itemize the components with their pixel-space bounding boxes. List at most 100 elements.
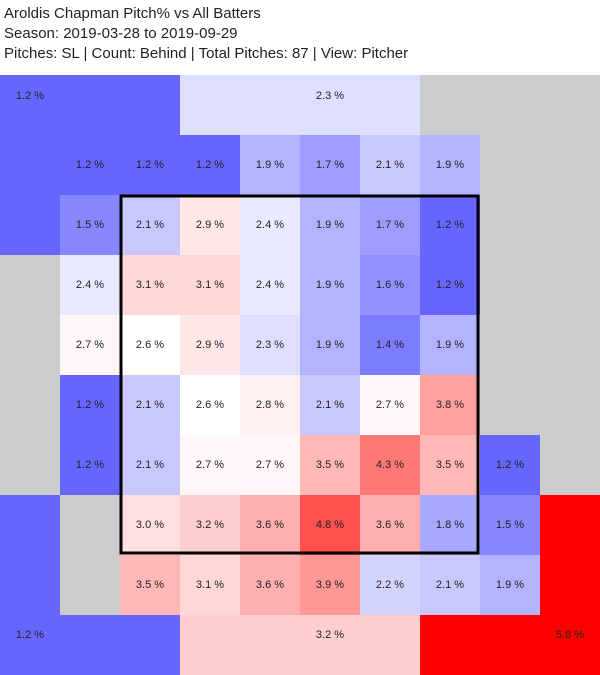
heatmap-cell: [420, 255, 480, 315]
heatmap-cell: [420, 375, 480, 435]
heatmap-cell-label: 2.1 %: [316, 399, 344, 411]
heatmap-cell-label: 2.9 %: [196, 219, 224, 231]
heatmap-cell-label: 2.1 %: [136, 219, 164, 231]
heatmap-cell-label: 3.5 %: [436, 459, 464, 471]
outer-region-top: [180, 75, 420, 135]
heatmap-cell-label: 2.7 %: [376, 399, 404, 411]
heatmap-cell: [240, 555, 300, 615]
heatmap-cell: [180, 555, 240, 615]
heatmap-cell: [420, 195, 480, 255]
heatmap-cell: [240, 315, 300, 375]
heatmap-cell-label: 2.8 %: [256, 399, 284, 411]
outer-region-label-top: 2.3 %: [316, 90, 344, 102]
heatmap-cell-label: 1.2 %: [436, 219, 464, 231]
heatmap-cell: [180, 315, 240, 375]
heatmap-cell-label: 2.7 %: [76, 339, 104, 351]
heatmap-cell: [180, 495, 240, 555]
heatmap-cell: [480, 555, 540, 615]
heatmap-cell: [420, 315, 480, 375]
heatmap-cell-label: 1.7 %: [376, 219, 404, 231]
heatmap-cell-label: 2.1 %: [376, 159, 404, 171]
heatmap-cell-label: 1.5 %: [496, 519, 524, 531]
heatmap-cell-label: 2.7 %: [196, 459, 224, 471]
heatmap-cell-label: 3.2 %: [196, 519, 224, 531]
heatmap-cell-label: 2.1 %: [436, 579, 464, 591]
heatmap-cell-label: 1.9 %: [436, 339, 464, 351]
heatmap-cell: [180, 435, 240, 495]
heatmap-cell: [300, 195, 360, 255]
outer-region-label-bottom-left: 1.2 %: [16, 629, 44, 641]
heatmap-cell-label: 2.6 %: [196, 399, 224, 411]
heatmap-cell-label: 3.6 %: [256, 579, 284, 591]
heatmap-cell-label: 1.2 %: [436, 279, 464, 291]
heatmap-cell: [60, 375, 120, 435]
heatmap-cell-label: 1.2 %: [496, 459, 524, 471]
heatmap-cell: [480, 495, 540, 555]
heatmap-cell-label: 1.9 %: [256, 159, 284, 171]
heatmap-cell-label: 1.5 %: [76, 219, 104, 231]
heatmap-cell-label: 2.1 %: [136, 399, 164, 411]
heatmap-cell-label: 1.9 %: [436, 159, 464, 171]
heatmap-cell: [360, 495, 420, 555]
heatmap-cell: [120, 555, 180, 615]
outer-region-bottom-left: [0, 495, 180, 675]
heatmap-cell-label: 1.2 %: [196, 159, 224, 171]
season-range: Season: 2019-03-28 to 2019-09-29: [4, 25, 238, 42]
heatmap-cell-label: 2.3 %: [256, 339, 284, 351]
heatmap-cell-label: 3.6 %: [256, 519, 284, 531]
chart-title: Aroldis Chapman Pitch% vs All Batters: [4, 5, 261, 22]
heatmap-cell-label: 1.2 %: [76, 459, 104, 471]
heatmap-cell: [300, 375, 360, 435]
heatmap-cell: [420, 435, 480, 495]
heatmap-cell: [240, 375, 300, 435]
heatmap-cell: [420, 555, 480, 615]
filter-summary: Pitches: SL | Count: Behind | Total Pitc…: [4, 45, 409, 62]
heatmap-cell: [360, 375, 420, 435]
heatmap-cell: [420, 135, 480, 195]
heatmap-cell: [360, 315, 420, 375]
heatmap-cell: [180, 375, 240, 435]
heatmap-cell: [60, 435, 120, 495]
heatmap-cell-label: 2.4 %: [256, 279, 284, 291]
heatmap-cell-label: 1.9 %: [316, 339, 344, 351]
heatmap-cell-label: 1.9 %: [316, 219, 344, 231]
heatmap-cell: [240, 135, 300, 195]
outer-region-bottom: [180, 615, 420, 675]
heatmap-cell: [120, 195, 180, 255]
heatmap-cell: [60, 135, 120, 195]
heatmap-cell-label: 4.8 %: [316, 519, 344, 531]
heatmap-cell: [60, 195, 120, 255]
heatmap-cell-label: 3.8 %: [436, 399, 464, 411]
heatmap-cell-label: 3.0 %: [136, 519, 164, 531]
heatmap-cell-label: 3.5 %: [136, 579, 164, 591]
strike-zone-border: [119, 194, 480, 555]
heatmap-cell: [300, 495, 360, 555]
heatmap-cell: [300, 135, 360, 195]
heatmap-cell-label: 3.5 %: [316, 459, 344, 471]
heatmap-cell: [240, 495, 300, 555]
heatmap-cell-label: 1.2 %: [136, 159, 164, 171]
heatmap-cell-label: 2.4 %: [256, 219, 284, 231]
heatmap-cell: [480, 435, 540, 495]
heatmap-cell-label: 3.6 %: [376, 519, 404, 531]
outer-region-bottom-right: [420, 495, 600, 675]
heatmap-cell-label: 3.1 %: [196, 579, 224, 591]
heatmap-cell: [420, 495, 480, 555]
heatmap-cell: [120, 435, 180, 495]
heatmap-cell-label: 1.2 %: [76, 399, 104, 411]
outer-region-label-top-left: 1.2 %: [16, 90, 44, 102]
heatmap-cell-label: 2.1 %: [136, 459, 164, 471]
heatmap-cell: [240, 435, 300, 495]
heatmap-cell: [120, 315, 180, 375]
heatmap-cell-label: 2.6 %: [136, 339, 164, 351]
heatmap-cell: [180, 135, 240, 195]
heatmap-cell-label: 2.4 %: [76, 279, 104, 291]
heatmap-cell-label: 1.7 %: [316, 159, 344, 171]
heatmap-cell: [120, 495, 180, 555]
heatmap-cell: [240, 255, 300, 315]
heatmap-cell: [240, 195, 300, 255]
heatmap-cell-label: 1.4 %: [376, 339, 404, 351]
heatmap-cell: [360, 255, 420, 315]
heatmap-cell: [360, 135, 420, 195]
